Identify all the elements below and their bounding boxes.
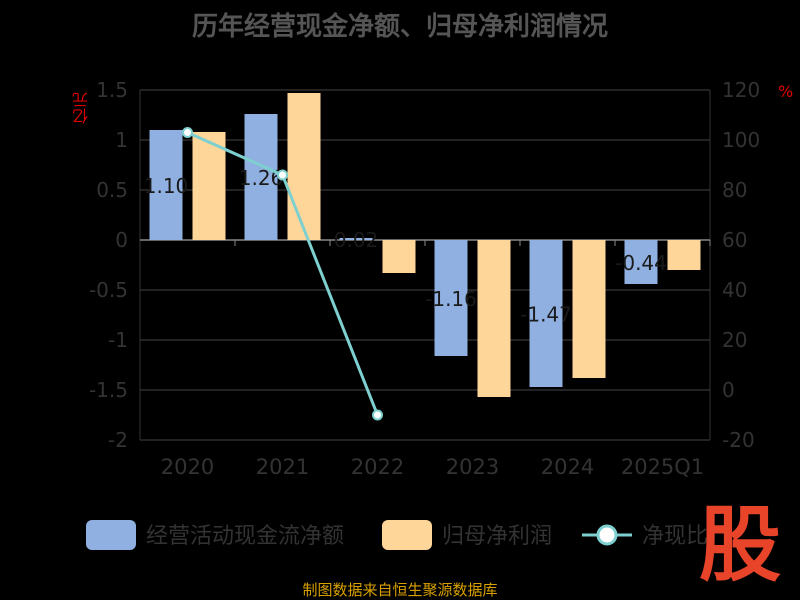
watermark-logo: 股 [698, 498, 781, 593]
bar-net-profit [477, 240, 511, 397]
y-tick-label-right: 80 [722, 178, 747, 202]
bar-net-profit [192, 132, 226, 240]
y-tick-label-right: -20 [722, 428, 755, 452]
legend-swatch-ratio-point [596, 524, 618, 546]
y-tick-label-left: -1.5 [89, 378, 128, 402]
x-tick-label: 2020 [161, 455, 214, 479]
data-label-cash-flow: -1.47 [520, 303, 572, 327]
bar-cash-flow [339, 238, 373, 240]
y-tick-label-left: 0 [115, 228, 128, 252]
y-tick-label-right: 20 [722, 328, 747, 352]
legend-label-ratio: 净现比 [642, 524, 708, 549]
bar-cash-flow [434, 240, 468, 356]
bar-net-profit [667, 240, 701, 270]
data-label-cash-flow: -1.16 [425, 287, 477, 311]
point-net-cash-ratio [182, 127, 193, 138]
bar-net-profit [572, 240, 606, 378]
y-tick-label-left: -2 [108, 428, 128, 452]
x-tick-label: 2022 [351, 455, 404, 479]
y-tick-label-right: 60 [722, 228, 747, 252]
right-axis-unit: % [778, 82, 794, 101]
x-tick-label: 2023 [446, 455, 499, 479]
data-label-cash-flow: -0.44 [615, 251, 667, 275]
bar-cash-flow [624, 240, 658, 284]
y-tick-label-right: 100 [722, 128, 760, 152]
legend-swatch-net-profit [382, 520, 432, 550]
legend-swatch-cash-flow [86, 520, 136, 550]
point-net-cash-ratio [277, 169, 288, 181]
bar-net-profit [287, 93, 321, 240]
y-tick-label-right: 40 [722, 278, 747, 302]
y-tick-label-left: 1 [115, 128, 128, 152]
chart-title: 历年经营现金净额、归母净利润情况 [191, 12, 608, 42]
x-tick-label: 2024 [541, 455, 594, 479]
bar-cash-flow [244, 114, 278, 240]
data-label-cash-flow: 0.02 [334, 228, 379, 252]
y-tick-label-left: -0.5 [89, 278, 128, 302]
bar-cash-flow [529, 240, 563, 387]
data-label-cash-flow: 1.26 [239, 166, 284, 190]
data-source-note: 制图数据来自恒生聚源数据库 [302, 581, 498, 599]
y-tick-label-right: 120 [722, 78, 760, 102]
legend-label-net-profit: 归母净利润 [442, 524, 552, 549]
x-tick-label: 2021 [256, 455, 309, 479]
data-label-cash-flow: 1.10 [144, 174, 189, 198]
y-tick-label-left: 1.5 [96, 78, 128, 102]
legend-label-cash-flow: 经营活动现金流净额 [146, 524, 344, 549]
bar-net-profit [382, 240, 416, 273]
y-tick-label-left: -1 [108, 328, 128, 352]
bar-cash-flow [149, 130, 183, 240]
y-tick-label-right: 0 [722, 378, 735, 402]
x-tick-label: 2025Q1 [621, 455, 704, 479]
y-tick-label-left: 0.5 [96, 178, 128, 202]
point-net-cash-ratio [372, 409, 383, 421]
